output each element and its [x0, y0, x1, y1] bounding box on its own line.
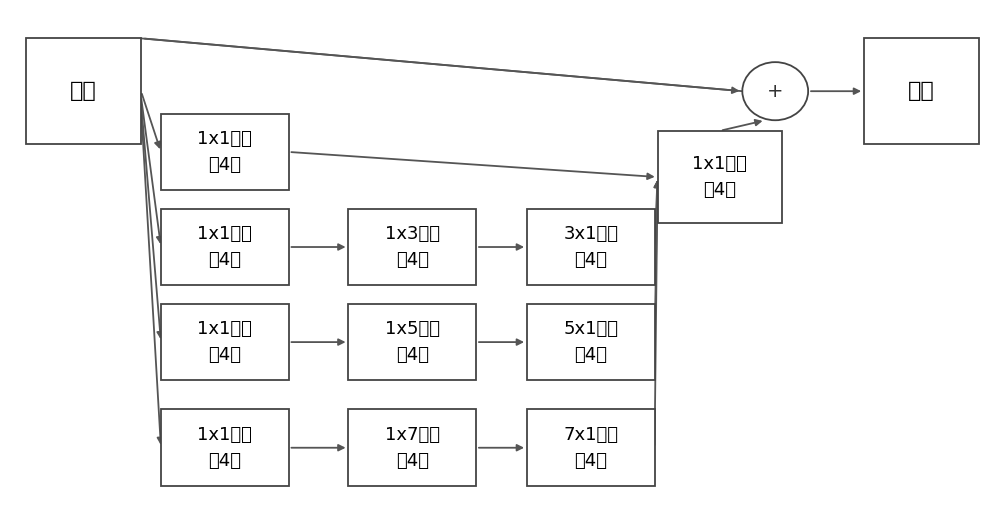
Text: 1x5卷积
（4）: 1x5卷积 （4）	[385, 320, 440, 364]
FancyBboxPatch shape	[348, 209, 476, 285]
Text: 输出: 输出	[908, 81, 935, 101]
FancyBboxPatch shape	[348, 409, 476, 486]
FancyBboxPatch shape	[864, 38, 979, 144]
FancyBboxPatch shape	[348, 304, 476, 380]
Text: 7x1卷积
（4）: 7x1卷积 （4）	[563, 425, 618, 470]
Text: 输入: 输入	[70, 81, 97, 101]
Ellipse shape	[742, 62, 808, 120]
FancyBboxPatch shape	[527, 209, 655, 285]
Text: 3x1卷积
（4）: 3x1卷积 （4）	[563, 225, 618, 269]
Text: 1x1卷积
（4）: 1x1卷积 （4）	[197, 225, 252, 269]
FancyBboxPatch shape	[161, 304, 289, 380]
Text: 1x1卷积
（4）: 1x1卷积 （4）	[197, 425, 252, 470]
FancyBboxPatch shape	[527, 409, 655, 486]
Text: 1x1卷积
（4）: 1x1卷积 （4）	[197, 130, 252, 174]
FancyBboxPatch shape	[161, 209, 289, 285]
Text: 1x1卷积
（4）: 1x1卷积 （4）	[197, 320, 252, 364]
Text: +: +	[767, 82, 783, 101]
Text: 1x7卷积
（4）: 1x7卷积 （4）	[385, 425, 440, 470]
FancyBboxPatch shape	[527, 304, 655, 380]
Text: 1x3卷积
（4）: 1x3卷积 （4）	[385, 225, 440, 269]
FancyBboxPatch shape	[658, 131, 782, 223]
FancyBboxPatch shape	[26, 38, 141, 144]
Text: 5x1卷积
（4）: 5x1卷积 （4）	[563, 320, 618, 364]
FancyBboxPatch shape	[161, 409, 289, 486]
FancyBboxPatch shape	[161, 114, 289, 190]
Text: 1x1卷积
（4）: 1x1卷积 （4）	[692, 155, 747, 199]
